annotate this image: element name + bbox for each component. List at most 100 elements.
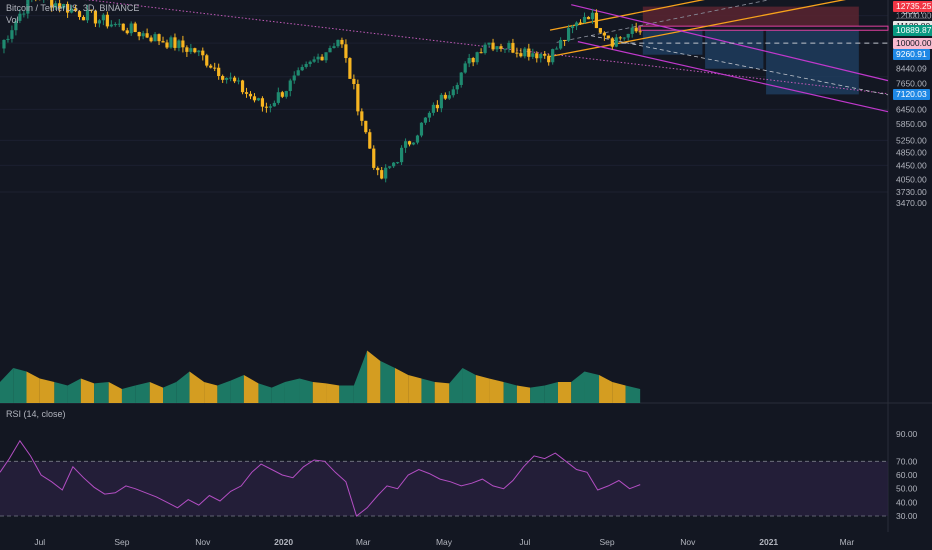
candle bbox=[396, 162, 400, 164]
volume-segment bbox=[367, 350, 381, 403]
candle bbox=[113, 24, 117, 26]
volume-segment bbox=[80, 378, 95, 403]
candle bbox=[594, 12, 599, 29]
candle bbox=[447, 95, 451, 99]
candle bbox=[527, 48, 531, 57]
candle bbox=[109, 24, 113, 27]
price-tick-label: 7650.00 bbox=[896, 79, 927, 89]
price-tag: 7120.03 bbox=[893, 88, 930, 100]
candle bbox=[459, 72, 463, 85]
candle bbox=[626, 33, 630, 38]
channel-lower bbox=[549, 0, 847, 58]
volume-area bbox=[0, 350, 641, 403]
candle bbox=[268, 106, 272, 108]
candle bbox=[93, 10, 98, 24]
volume-segment bbox=[462, 368, 476, 403]
rsi-tick-label: 60.00 bbox=[896, 470, 918, 480]
candle bbox=[6, 38, 10, 40]
candle bbox=[264, 106, 268, 108]
candle bbox=[614, 37, 618, 47]
candle bbox=[368, 132, 372, 149]
volume-segment bbox=[434, 382, 450, 403]
candle bbox=[531, 53, 535, 57]
volume-segment bbox=[67, 378, 81, 403]
candle bbox=[272, 102, 276, 107]
volume-segment bbox=[54, 382, 68, 403]
candle bbox=[570, 26, 575, 29]
volume-segment bbox=[299, 378, 313, 403]
candle bbox=[411, 142, 416, 145]
candle bbox=[392, 162, 396, 167]
price-tick-label: 5850.00 bbox=[896, 119, 927, 129]
volume-segment bbox=[530, 385, 545, 403]
candle bbox=[483, 44, 487, 54]
price-tick-label: 12000.00 bbox=[896, 11, 932, 21]
candle bbox=[256, 98, 261, 101]
volume-segment bbox=[39, 378, 55, 403]
volume-segment bbox=[189, 371, 205, 403]
candle bbox=[54, 3, 58, 8]
price-tick-label: 8440.09 bbox=[896, 64, 927, 74]
volume-segment bbox=[13, 368, 27, 403]
candle bbox=[634, 27, 638, 32]
candle bbox=[240, 80, 245, 93]
candle bbox=[336, 39, 340, 47]
candle bbox=[316, 56, 320, 60]
volume-segment bbox=[326, 383, 340, 403]
candle bbox=[491, 42, 495, 50]
volume-segment bbox=[0, 368, 14, 403]
candle bbox=[543, 53, 547, 56]
candle bbox=[443, 94, 447, 99]
price-tick-label: 3730.00 bbox=[896, 187, 927, 197]
candle bbox=[622, 37, 626, 39]
candle bbox=[189, 48, 193, 52]
candle bbox=[50, 0, 54, 8]
price-tag: 10889.87 bbox=[893, 24, 932, 36]
price-tick-label: 5250.00 bbox=[896, 135, 927, 145]
candle bbox=[145, 33, 149, 38]
volume-segment bbox=[571, 371, 585, 403]
price-tick-label: 4050.00 bbox=[896, 175, 927, 185]
candle bbox=[248, 93, 253, 97]
candle bbox=[296, 70, 300, 76]
time-label: May bbox=[436, 537, 453, 547]
candle bbox=[221, 75, 225, 80]
volume-segment bbox=[176, 371, 190, 403]
candle bbox=[523, 48, 527, 57]
candle bbox=[356, 84, 360, 112]
candle bbox=[201, 50, 205, 56]
candle bbox=[515, 52, 519, 54]
descending-channel-lower bbox=[577, 41, 889, 113]
candle bbox=[26, 0, 30, 14]
entry-box bbox=[638, 25, 889, 31]
candle bbox=[590, 12, 595, 20]
candle bbox=[252, 96, 257, 101]
candle bbox=[141, 33, 145, 37]
volume-segment bbox=[503, 382, 517, 403]
candle bbox=[499, 46, 503, 49]
chart-title: Bitcoin / TetherUS, 3D, BINANCE bbox=[6, 3, 140, 13]
volume-segment bbox=[149, 382, 164, 403]
candle bbox=[360, 111, 364, 121]
candle bbox=[559, 39, 563, 49]
candle bbox=[324, 52, 328, 61]
rsi-tick-label: 30.00 bbox=[896, 511, 918, 521]
candle bbox=[539, 53, 543, 59]
candle bbox=[495, 46, 499, 50]
candle bbox=[157, 34, 161, 42]
candle bbox=[181, 40, 185, 48]
trade-zones bbox=[638, 6, 889, 95]
candle bbox=[229, 77, 233, 79]
candle bbox=[161, 41, 165, 43]
candle bbox=[598, 28, 602, 33]
candle bbox=[137, 32, 141, 37]
candle bbox=[320, 56, 324, 61]
candle bbox=[193, 48, 197, 53]
candle bbox=[81, 16, 86, 21]
candle bbox=[169, 37, 173, 48]
candle bbox=[435, 104, 439, 109]
price-tick-label: 4850.00 bbox=[896, 147, 927, 157]
candle bbox=[574, 22, 579, 27]
volume-segment bbox=[94, 382, 109, 403]
